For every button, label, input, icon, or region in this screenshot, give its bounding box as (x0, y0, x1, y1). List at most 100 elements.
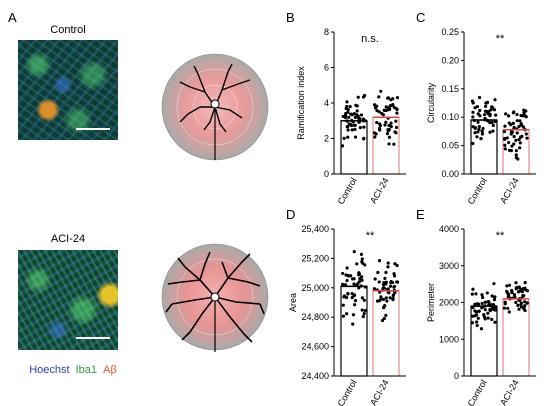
data-point (353, 127, 357, 132)
data-point (389, 284, 393, 288)
data-point (506, 295, 510, 299)
data-point (343, 283, 347, 287)
data-point (518, 141, 522, 145)
data-point (381, 297, 386, 302)
data-point (483, 307, 487, 312)
y-tick-label: 24,600 (301, 342, 329, 352)
data-point (490, 317, 494, 321)
panel-letter: C (416, 10, 425, 25)
data-point (363, 263, 367, 267)
data-point (479, 137, 483, 141)
data-point (350, 292, 354, 296)
data-point (360, 308, 364, 312)
data-point (359, 252, 364, 256)
data-point (359, 113, 364, 117)
stain-iba1: Iba1 (75, 364, 98, 376)
data-point (346, 291, 350, 296)
data-point (375, 299, 380, 303)
data-point (384, 270, 388, 275)
chart-e: E 0 1000 2000 3000 4000 Perimeter Control ACI-24… (416, 207, 536, 406)
data-point (518, 146, 522, 150)
data-point (384, 120, 388, 124)
data-point (348, 104, 352, 109)
y-tick-label: 0.25 (441, 27, 459, 37)
data-point (503, 124, 507, 128)
data-point (345, 278, 349, 283)
data-point (389, 281, 393, 285)
data-point (473, 131, 477, 135)
data-point (384, 105, 388, 109)
data-point (514, 138, 518, 142)
x-tick-label: Control (336, 378, 359, 406)
data-point (507, 310, 511, 314)
data-point (473, 302, 477, 306)
x-tick-label: ACI-24 (498, 176, 521, 204)
data-point (357, 271, 361, 275)
data-point (522, 108, 526, 112)
bar (372, 290, 400, 377)
data-point (386, 261, 390, 265)
data-point (488, 309, 492, 313)
data-point (392, 284, 397, 289)
data-point (515, 119, 519, 123)
data-point (395, 263, 399, 268)
data-point (360, 278, 364, 282)
y-axis-label: Area (288, 293, 298, 312)
data-point (505, 284, 509, 288)
data-point (346, 128, 350, 132)
data-point (341, 282, 345, 287)
data-point (516, 303, 520, 307)
data-point (362, 298, 366, 302)
data-point (476, 112, 480, 116)
data-point (505, 289, 509, 293)
data-point (392, 105, 396, 110)
data-point (491, 129, 495, 133)
data-point (471, 110, 475, 114)
data-point (503, 143, 507, 147)
data-point (356, 95, 360, 99)
data-point (511, 121, 515, 126)
data-point (360, 296, 365, 300)
y-axis-label: Ramification index (296, 66, 306, 140)
y-tick-label: 0.10 (441, 112, 459, 122)
data-point (351, 313, 356, 317)
data-point (395, 280, 400, 284)
data-point (492, 282, 496, 286)
data-point (483, 317, 487, 321)
stain-abeta: Aβ (103, 364, 117, 376)
data-point (382, 280, 386, 285)
data-point (512, 134, 516, 139)
data-point (518, 119, 522, 123)
y-axis-label: Perimeter (426, 283, 436, 322)
data-point (523, 308, 527, 313)
data-point (481, 295, 485, 300)
data-point (385, 132, 389, 136)
data-point (376, 270, 380, 275)
data-point (344, 273, 348, 277)
y-tick-label: 0 (454, 371, 459, 381)
data-point (493, 320, 497, 324)
data-point (523, 304, 527, 308)
data-point (493, 98, 497, 102)
data-point (519, 301, 523, 305)
data-point (343, 114, 348, 118)
data-point (506, 306, 510, 310)
data-point (504, 112, 508, 116)
data-point (522, 113, 526, 117)
data-point (505, 136, 509, 140)
data-point (519, 135, 523, 139)
data-point (480, 301, 484, 305)
data-point (346, 135, 350, 139)
data-point (373, 277, 377, 281)
data-point (345, 266, 349, 270)
data-point (353, 293, 357, 297)
data-point (509, 123, 513, 127)
y-tick-label: 25,200 (301, 253, 329, 263)
data-point (392, 142, 396, 146)
y-tick-label: 4000 (439, 224, 459, 234)
data-point (480, 293, 484, 297)
data-point (383, 123, 387, 127)
data-point (488, 112, 492, 116)
data-point (512, 125, 516, 129)
data-point (362, 312, 366, 316)
